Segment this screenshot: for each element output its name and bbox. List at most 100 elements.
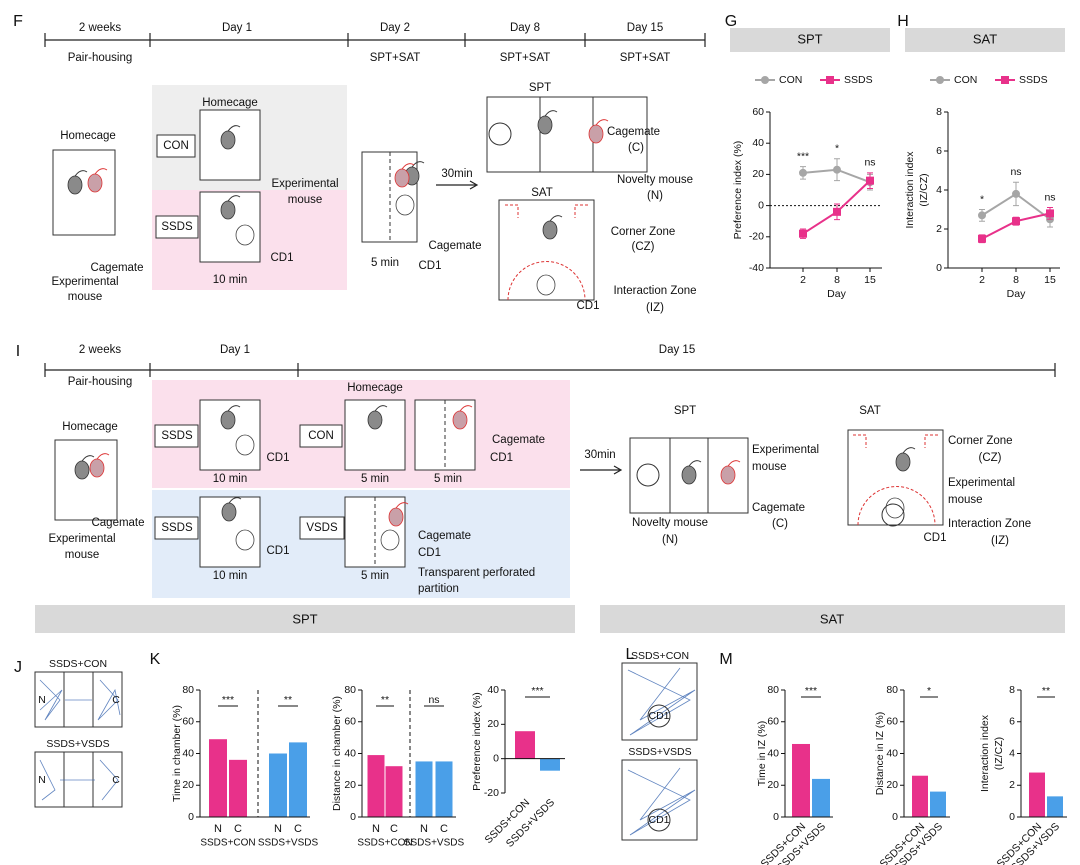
panel-F-label: 30min [441, 168, 472, 180]
y-tick-label: 0 [188, 811, 194, 823]
panel-F-label: Corner Zone [611, 226, 676, 238]
panel-F-label: Experimental [271, 178, 338, 190]
y-tick-label: 80 [344, 684, 356, 696]
group-label: SSDS+VSDS [404, 838, 465, 849]
panel-F-label: Day 1 [222, 22, 252, 34]
bar [1029, 772, 1045, 817]
panel-F-label: Cagemate [607, 126, 660, 138]
data-point [1012, 217, 1020, 226]
mouse-icon [895, 452, 911, 472]
panel-I-label: 30min [584, 449, 615, 461]
legend-label: CON [779, 74, 802, 86]
y-tick-label: 20 [767, 779, 779, 791]
y-axis-label: Preference index (%) [732, 141, 744, 240]
cage-circle [636, 463, 660, 487]
x-tick-label: 8 [834, 274, 840, 286]
mouse-tail [395, 502, 409, 509]
panel-I-label: Cagemate [91, 517, 144, 529]
panel-F-label: SSDS [161, 221, 193, 233]
y-tick-label: 60 [767, 716, 779, 728]
x-tick-label: 15 [1044, 274, 1056, 286]
panel-I-label: 5 min [361, 570, 389, 582]
panel-I-label: (CZ) [979, 452, 1002, 464]
panel-I-label: (C) [772, 518, 788, 530]
x-tick-label: 2 [800, 274, 806, 286]
mouse-tail [459, 405, 473, 412]
panel-L-label: SSDS+CON [631, 650, 689, 662]
mouse-icon [367, 410, 383, 430]
y-axis-label: Preference index (%) [471, 692, 483, 791]
y-tick-label: 80 [767, 684, 779, 696]
y-axis-label: Interaction index [904, 151, 916, 229]
y-tick-label: 20 [182, 779, 194, 791]
bar [912, 775, 928, 817]
y-tick-label: 20 [487, 718, 499, 730]
panel-I-label: Interaction Zone [948, 518, 1031, 530]
bar [435, 761, 453, 817]
y-axis-label: Time in IZ (%) [756, 721, 768, 787]
y-tick-label: 0 [758, 199, 764, 211]
mouse-icon [542, 220, 558, 240]
x-tick-label: 2 [979, 274, 985, 286]
panel-I-label: Cagemate [418, 530, 471, 542]
panel-I-label: 5 min [434, 473, 462, 485]
mouse-tail [227, 125, 241, 132]
panel-F-label: Cagemate [428, 240, 481, 252]
chart-title: SAT [973, 31, 997, 46]
significance-label: ** [1042, 685, 1050, 697]
bar [540, 758, 560, 771]
mouse-icon [452, 410, 468, 430]
panel-F-label: SPT+SAT [500, 52, 551, 64]
panel-I-label: 2 weeks [79, 344, 121, 356]
data-point [978, 211, 986, 220]
mouse-icon [67, 175, 83, 195]
panel-I-label: Cagemate [752, 502, 805, 514]
group-label: SSDS+CON [357, 838, 412, 849]
cd1-icon [235, 224, 255, 246]
mouse-icon [220, 130, 236, 150]
panel-I-label: Day 15 [659, 344, 695, 356]
significance-label: ** [381, 694, 389, 706]
y-tick-label: 0 [350, 811, 356, 823]
y-tick-label: 40 [886, 747, 898, 759]
title-bar [905, 28, 1065, 52]
mouse-tail [81, 455, 95, 462]
panel-I-label: SPT [674, 405, 696, 417]
y-tick-label: 60 [182, 716, 194, 728]
bar [289, 742, 307, 817]
x-tick-label: N [274, 823, 282, 835]
cage-circle [647, 704, 671, 728]
panel-J-label: SSDS+VSDS [46, 738, 109, 750]
mouse-tail [544, 110, 558, 117]
x-tick-label: C [390, 823, 398, 835]
y-tick-label: 0 [773, 811, 779, 823]
panel-F-label: 2 weeks [79, 22, 121, 34]
timelines [44, 33, 1056, 475]
section-headers-label: SAT [820, 611, 844, 626]
panel-F-label: Interaction Zone [613, 285, 696, 297]
panel-J-label: N [38, 774, 46, 786]
panel-F-label: SAT [531, 187, 553, 199]
y-tick-label: 40 [752, 137, 764, 149]
bar [1047, 796, 1063, 817]
panel-I-label: CON [308, 430, 334, 442]
panel-L-label: SSDS+VSDS [628, 746, 691, 758]
legend-marker [826, 76, 834, 84]
panel-I-label: SAT [859, 405, 881, 417]
bar [209, 739, 227, 817]
mouse-icon [74, 460, 90, 480]
panel-I-label: SSDS [161, 430, 193, 442]
panel-I-label: CD1 [490, 452, 513, 464]
significance-label: * [927, 685, 931, 697]
x-tick-label: N [214, 823, 222, 835]
y-tick-label: -40 [749, 262, 764, 274]
panel-F-label: Pair-housing [68, 52, 133, 64]
panel-I-label: SSDS [161, 522, 193, 534]
y-axis-label: Distance in IZ (%) [874, 712, 886, 795]
y-tick-label: 4 [936, 184, 942, 196]
panel-L-label: CD1 [648, 814, 669, 826]
cage-circle [647, 808, 671, 832]
y-axis-label: Time in chamber (%) [171, 705, 183, 802]
y-tick-label: 8 [1009, 684, 1015, 696]
